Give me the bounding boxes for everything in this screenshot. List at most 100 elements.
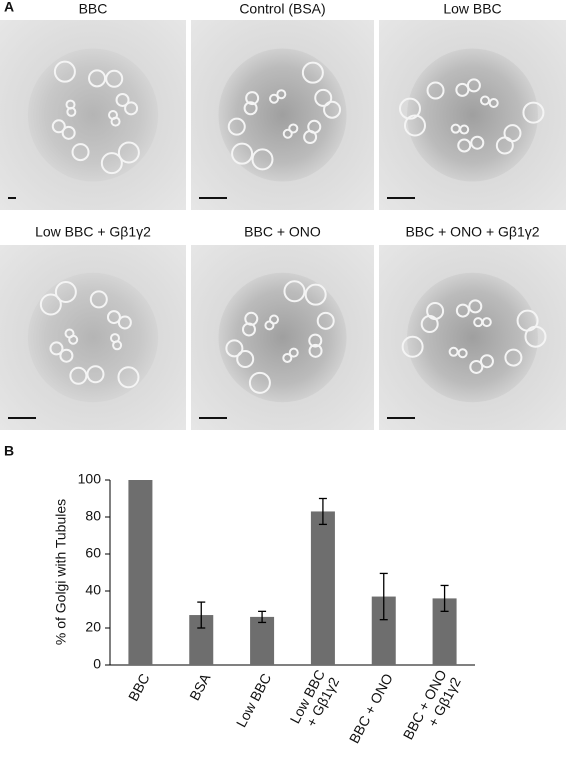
vesicle — [288, 347, 299, 358]
image-title: BBC + ONO — [244, 224, 321, 240]
golgi-stack — [218, 272, 347, 403]
bar — [250, 616, 275, 665]
vesicle — [269, 93, 280, 104]
vesicle — [105, 69, 124, 88]
vesicle — [100, 152, 123, 175]
panel-label: B — [4, 443, 14, 459]
vesicle — [301, 61, 324, 84]
y-tick-label: 20 — [85, 619, 101, 635]
vesicle — [269, 314, 280, 325]
vesicle — [455, 82, 470, 97]
x-tick-label-line: Low BBC — [232, 671, 274, 730]
x-tick-label: Low BBC+ Gβ1γ2 — [286, 667, 342, 734]
vesicle — [110, 116, 121, 127]
vesicle — [398, 97, 421, 120]
golgi-stack — [27, 48, 159, 182]
image-title: BBC + ONO + Gβ1γ2 — [405, 224, 539, 240]
vesicle — [303, 130, 318, 145]
vesicle — [248, 371, 271, 394]
vesicle — [231, 142, 254, 165]
vesicle — [308, 343, 323, 358]
vesicle — [282, 352, 293, 363]
micrographs: BBC Control (BSA) Low BBC Low BBC + Gβ1γ2 BB… — [0, 1, 566, 430]
y-tick-label: 40 — [85, 582, 101, 598]
vesicle — [457, 138, 472, 153]
vesicle — [524, 325, 547, 348]
vesicle — [488, 97, 499, 108]
vesicle — [470, 135, 485, 150]
vesicle — [88, 69, 107, 88]
vesicle — [71, 143, 90, 162]
vesicle — [106, 310, 121, 325]
vesicle — [468, 299, 483, 314]
vesicle — [124, 101, 139, 116]
vesicle — [39, 293, 62, 316]
x-tick-label: BBC — [125, 671, 153, 704]
vesicle — [448, 346, 459, 357]
error-bar — [197, 601, 206, 629]
vesicle — [455, 303, 470, 318]
image-title: Low BBC + Gβ1γ2 — [35, 224, 151, 240]
y-axis-label: % of Golgi with Tubules — [53, 499, 69, 645]
vesicle — [495, 136, 514, 155]
error-bar — [440, 584, 449, 612]
y-tick-label: 100 — [78, 471, 102, 487]
golgi-stack — [407, 272, 538, 403]
vesicle — [112, 340, 123, 351]
vesicle — [245, 91, 260, 106]
image-title: Control (BSA) — [239, 1, 325, 17]
error-bar — [258, 610, 267, 624]
vesicle — [49, 341, 64, 356]
vesicle — [65, 99, 76, 110]
vesicle — [251, 148, 274, 171]
vesicle — [61, 125, 76, 140]
vesicle — [89, 290, 108, 309]
vesicle — [225, 339, 244, 358]
vesicle — [308, 333, 323, 348]
vesicle — [403, 114, 426, 137]
vesicle — [86, 365, 105, 384]
x-tick-label-line: BSA — [186, 670, 214, 703]
x-tick-label: Low BBC — [232, 671, 274, 730]
vesicle — [59, 348, 74, 363]
vesicle — [457, 348, 468, 359]
vesicle — [480, 95, 491, 106]
error-bar — [318, 497, 327, 526]
golgi-stack — [407, 48, 538, 182]
vesicle — [304, 283, 327, 306]
vesicle — [401, 335, 424, 358]
panel-label: A — [4, 0, 14, 15]
vesicle — [117, 315, 132, 330]
vesicle — [117, 366, 140, 389]
vesicle — [426, 301, 445, 320]
vesicle — [469, 359, 484, 374]
vesicle — [64, 328, 75, 339]
vesicle — [316, 311, 335, 330]
x-tick-label: BSA — [186, 670, 214, 703]
vesicle — [115, 92, 130, 107]
vesicle — [314, 88, 333, 107]
image-title: BBC — [79, 1, 108, 17]
error-bar — [379, 572, 388, 621]
vesicle — [323, 100, 342, 119]
vesicle — [466, 78, 481, 93]
x-tick-label: BBC + ONO+ Gβ1γ2 — [399, 667, 463, 750]
x-tick-label-line: BBC + ONO — [346, 671, 396, 746]
bar — [310, 511, 335, 665]
bar — [128, 480, 153, 665]
vesicle — [117, 141, 140, 164]
y-tick-label: 60 — [85, 545, 101, 561]
vesicle — [283, 280, 306, 303]
image-title: Low BBC — [443, 1, 501, 17]
vesicle — [276, 89, 287, 100]
vesicle — [504, 348, 523, 367]
vesicle — [450, 123, 461, 134]
x-tick-label-line: BBC — [125, 671, 153, 704]
vesicle — [243, 101, 258, 116]
vesicle — [227, 117, 246, 136]
vesicle — [522, 101, 545, 124]
vesicle — [282, 128, 293, 139]
vesicle — [481, 317, 492, 328]
